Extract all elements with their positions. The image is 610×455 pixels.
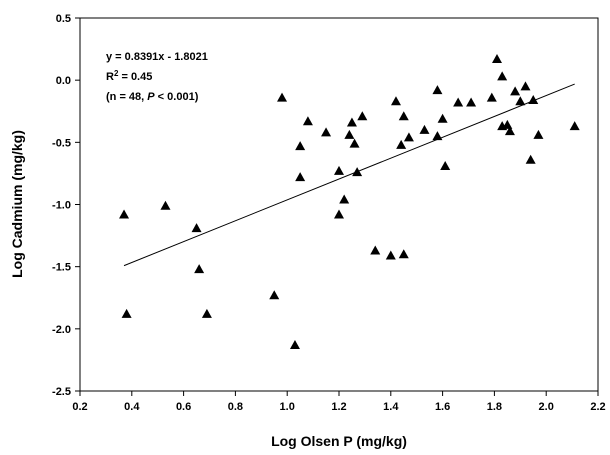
data-point xyxy=(201,308,212,318)
data-point xyxy=(432,85,443,95)
data-point xyxy=(302,116,313,126)
data-point xyxy=(440,160,451,170)
data-point xyxy=(515,96,526,106)
y-tick-label: 0.0 xyxy=(56,75,71,87)
data-point xyxy=(121,308,132,318)
x-axis-title: Log Olsen P (mg/kg) xyxy=(271,433,407,449)
data-point xyxy=(419,124,430,134)
data-point xyxy=(160,200,171,210)
data-point xyxy=(504,126,515,136)
data-point xyxy=(344,129,355,139)
data-point xyxy=(370,245,381,255)
data-point xyxy=(269,290,280,300)
data-point xyxy=(569,121,580,131)
data-point xyxy=(398,249,409,259)
x-tick-label: 1.8 xyxy=(487,401,502,413)
p-part: < 0.001) xyxy=(155,91,199,103)
y-axis: -2.5 -2.0 -1.5 -1.0 -0.5 0.0 0.5 xyxy=(52,13,80,398)
data-point xyxy=(295,141,306,151)
n-part: (n = 48, xyxy=(106,91,147,103)
data-point xyxy=(453,97,464,107)
data-point xyxy=(289,339,300,349)
equation-annotation: y = 0.8391x - 1.8021 xyxy=(106,51,208,63)
data-point xyxy=(466,97,477,107)
data-point xyxy=(119,209,130,219)
data-point xyxy=(491,54,502,64)
data-point xyxy=(520,81,531,91)
data-point xyxy=(486,92,497,102)
data-point xyxy=(390,96,401,106)
data-point xyxy=(403,132,414,142)
x-tick-label: 1.2 xyxy=(331,401,346,413)
data-points xyxy=(119,54,580,349)
r-squared-superscript: 2 xyxy=(114,69,119,78)
y-tick-label: -1.0 xyxy=(52,200,71,212)
data-point xyxy=(528,95,539,105)
x-tick-label: 1.6 xyxy=(435,401,450,413)
x-tick-label: 0.8 xyxy=(228,401,243,413)
data-point xyxy=(510,86,521,96)
r-squared-value: = 0.45 xyxy=(118,71,152,83)
data-point xyxy=(334,165,344,175)
y-tick-label: -0.5 xyxy=(52,137,71,149)
x-tick-label: 1.4 xyxy=(383,401,399,413)
x-tick-label: 2.0 xyxy=(539,401,554,413)
x-axis: 0.2 0.4 0.6 0.8 1.0 1.2 1.4 1.6 1.8 2.0 2.2 xyxy=(72,391,606,413)
data-point xyxy=(191,223,202,233)
x-tick-label: 1.0 xyxy=(280,401,295,413)
data-point xyxy=(396,139,407,149)
data-point xyxy=(295,172,306,182)
y-axis-title: Log Cadmium (mg/kg) xyxy=(9,130,25,278)
x-tick-label: 0.6 xyxy=(176,401,191,413)
p-italic: P xyxy=(147,91,155,103)
plot-frame xyxy=(79,17,599,392)
data-point xyxy=(194,264,205,274)
y-tick-label: -1.5 xyxy=(52,262,71,274)
data-point xyxy=(352,167,363,177)
data-point xyxy=(321,127,332,137)
y-tick-label: -2.0 xyxy=(52,324,71,336)
y-tick-label: -2.5 xyxy=(52,386,71,398)
r-squared-annotation: R2 = 0.45 xyxy=(106,69,152,84)
n-p-annotation: (n = 48, P < 0.001) xyxy=(106,91,199,103)
x-tick-label: 0.2 xyxy=(72,401,87,413)
data-point xyxy=(277,92,288,102)
y-tick-label: 0.5 xyxy=(56,13,71,25)
regression-line xyxy=(123,83,575,267)
data-point xyxy=(533,129,544,139)
data-point xyxy=(437,113,448,123)
data-point xyxy=(398,111,409,121)
data-point xyxy=(346,117,357,127)
data-point xyxy=(432,131,443,141)
data-point xyxy=(357,111,368,121)
data-point xyxy=(385,250,396,260)
data-point xyxy=(525,154,536,164)
data-point xyxy=(497,71,508,81)
x-tick-label: 0.4 xyxy=(124,401,140,413)
x-tick-label: 2.2 xyxy=(590,401,605,413)
data-point xyxy=(339,194,350,204)
data-point xyxy=(349,138,360,148)
r-squared-prefix: R xyxy=(106,71,114,83)
data-point xyxy=(334,209,344,219)
